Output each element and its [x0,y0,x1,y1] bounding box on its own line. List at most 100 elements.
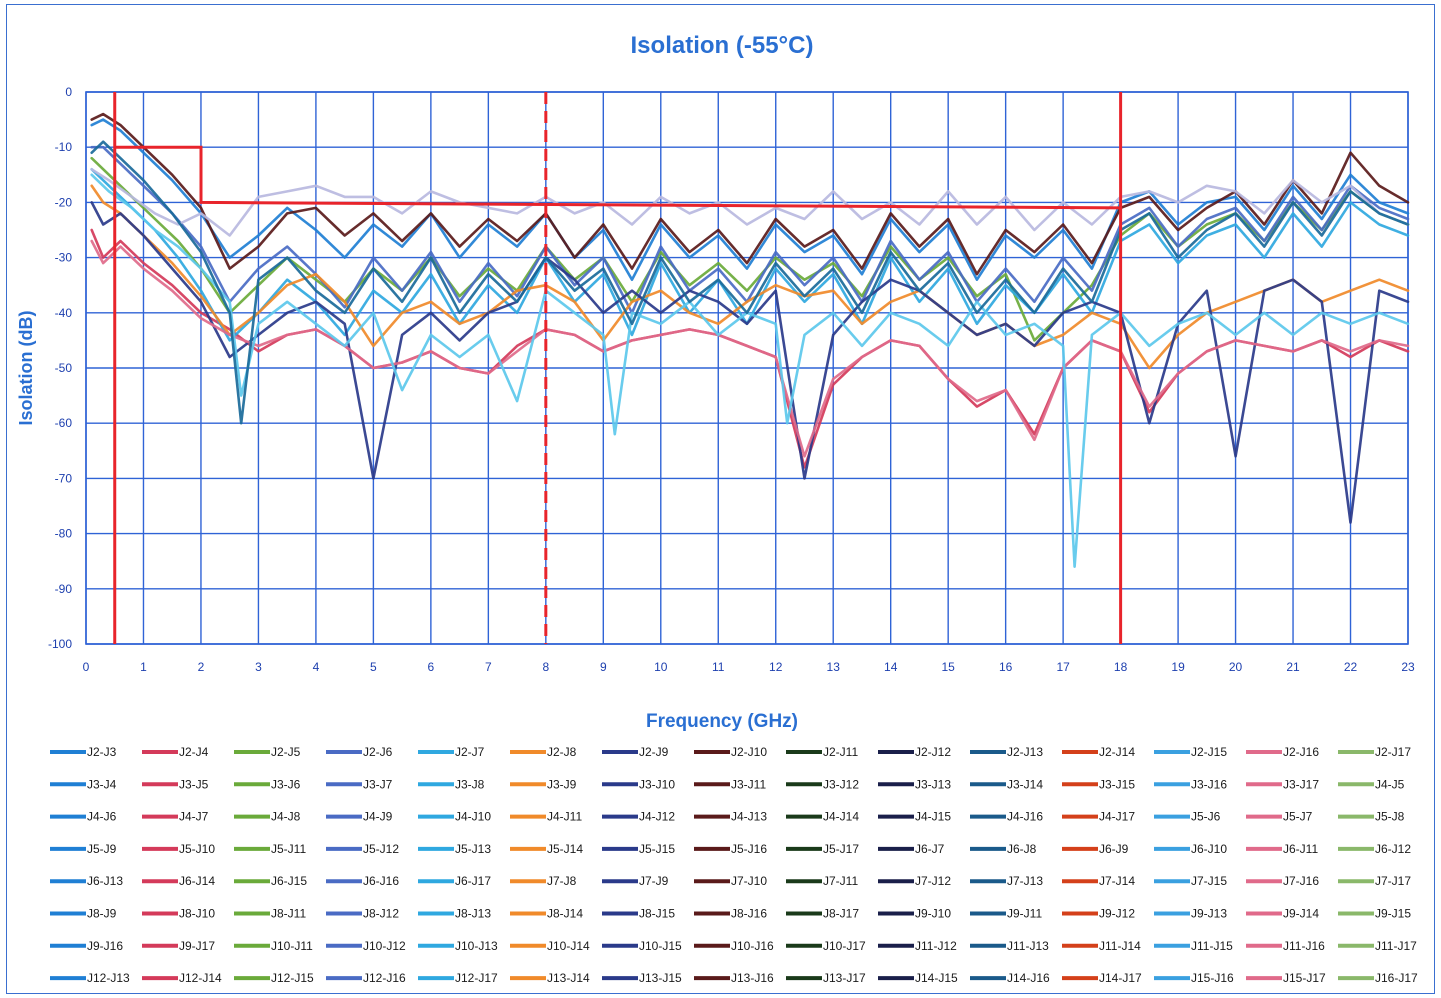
legend-label: J2-J12 [915,745,951,759]
legend-label: J2-J17 [1375,745,1411,759]
series-line-j12-j14 [90,173,1410,569]
legend-label: J7-J12 [915,874,951,888]
legend-label: J4-J11 [547,810,582,824]
legend-label: J10-J11 [271,939,313,953]
x-tick-label: 20 [1229,660,1243,674]
legend-label: J9-J17 [179,939,215,953]
legend-label: J10-J12 [363,939,406,953]
legend-label: J5-J10 [179,842,215,856]
legend-label: J14-J17 [1099,971,1142,985]
legend-label: J5-J14 [547,842,583,856]
series-line-j2-j9 [90,201,1410,524]
x-tick-label: 21 [1286,660,1300,674]
legend-label: J7-J11 [823,874,858,888]
legend-label: J3-J8 [455,777,485,791]
chart-title: Isolation (-55°C) [631,32,814,59]
legend-label: J2-J5 [271,745,301,759]
series-line-j2-j3 [90,118,1410,282]
legend-label: J4-J6 [87,810,117,824]
legend-label: J8-J15 [639,907,675,921]
legend-label: J9-J15 [1375,907,1411,921]
legend-label: J4-J9 [363,810,393,824]
legend-label: J9-J16 [87,939,123,953]
legend-label: J2-J4 [179,745,209,759]
legend-label: J4-J13 [731,810,767,824]
legend-label: J5-J15 [639,842,675,856]
x-tick-label: 19 [1171,660,1185,674]
legend-label: J3-J15 [1099,777,1135,791]
x-tick-label: 23 [1401,660,1415,674]
legend-label: J10-J15 [639,939,682,953]
x-tick-label: 8 [542,660,549,674]
legend-label: J7-J10 [731,874,767,888]
legend-label: J7-J9 [639,874,669,888]
legend-label: J5-J7 [1283,810,1313,824]
legend-label: J10-J16 [731,939,774,953]
legend-label: J2-J15 [1191,745,1227,759]
legend-label: J4-J12 [639,810,675,824]
y-tick-label: -100 [48,637,72,651]
legend-label: J5-J16 [731,842,767,856]
legend-label: J11-J13 [1007,939,1049,953]
legend-label: J11-J15 [1191,939,1233,953]
x-tick-label: 1 [140,660,147,674]
legend-label: J3-J12 [823,777,859,791]
chart-frame [6,4,1435,994]
limit-lines [113,92,1123,644]
x-tick-label: 2 [198,660,205,674]
legend-label: J4-J5 [1375,777,1405,791]
x-tick-label: 17 [1056,660,1070,674]
legend-label: J6-J17 [455,874,491,888]
plot-grid [85,91,1409,645]
legend-label: J4-J17 [1099,810,1135,824]
legend-label: J8-J10 [179,907,215,921]
legend-label: J4-J10 [455,810,491,824]
series-line-j3-j16 [90,168,1410,237]
legend-label: J2-J6 [363,745,393,759]
legend-label: J8-J14 [547,907,583,921]
legend-label: J7-J8 [547,874,577,888]
legend-label: J8-J16 [731,907,767,921]
legend-label: J12-J15 [271,971,314,985]
x-tick-label: 13 [827,660,841,674]
legend-label: J8-J9 [87,907,117,921]
legend-label: J6-J15 [271,874,307,888]
legend-label: J7-J13 [1007,874,1043,888]
legend: J2-J3 J2-J4 J2-J5 J2-J6 J2-J7 J2-J8 J2-J9 J2-J1… [50,745,1418,985]
x-tick-label: 0 [83,660,90,674]
legend-label: J12-J13 [87,971,130,985]
x-tick-label: 11 [712,660,725,674]
legend-label: J7-J17 [1375,874,1411,888]
legend-label: J5-J11 [271,842,306,856]
legend-label: J2-J14 [1099,745,1135,759]
x-tick-label: 18 [1114,660,1128,674]
legend-label: J9-J14 [1283,907,1319,921]
legend-label: J14-J16 [1007,971,1050,985]
y-tick-label: -60 [55,416,73,430]
legend-label: J3-J14 [1007,777,1043,791]
y-tick-label: -10 [55,140,73,154]
y-tick-label: -40 [55,306,73,320]
legend-label: J4-J7 [179,810,209,824]
legend-label: J11-J12 [915,939,957,953]
x-tick-label: 10 [654,660,668,674]
series-line-j2-j6 [90,145,1410,315]
legend-label: J15-J17 [1283,971,1326,985]
legend-label: J2-J3 [87,745,117,759]
x-tick-label: 14 [884,660,898,674]
legend-label: J5-J17 [823,842,859,856]
legend-label: J5-J13 [455,842,491,856]
legend-label: J8-J12 [363,907,399,921]
y-tick-label: -20 [55,195,73,209]
legend-label: J6-J12 [1375,842,1411,856]
legend-label: J2-J8 [547,745,577,759]
x-axis-label: Frequency (GHz) [646,711,798,732]
x-tick-label: 4 [313,660,320,674]
legend-label: J7-J16 [1283,874,1319,888]
legend-label: J6-J16 [363,874,399,888]
legend-label: J6-J7 [915,842,945,856]
x-tick-label: 15 [941,660,955,674]
y-tick-label: 0 [65,85,72,99]
legend-label: J6-J10 [1191,842,1227,856]
